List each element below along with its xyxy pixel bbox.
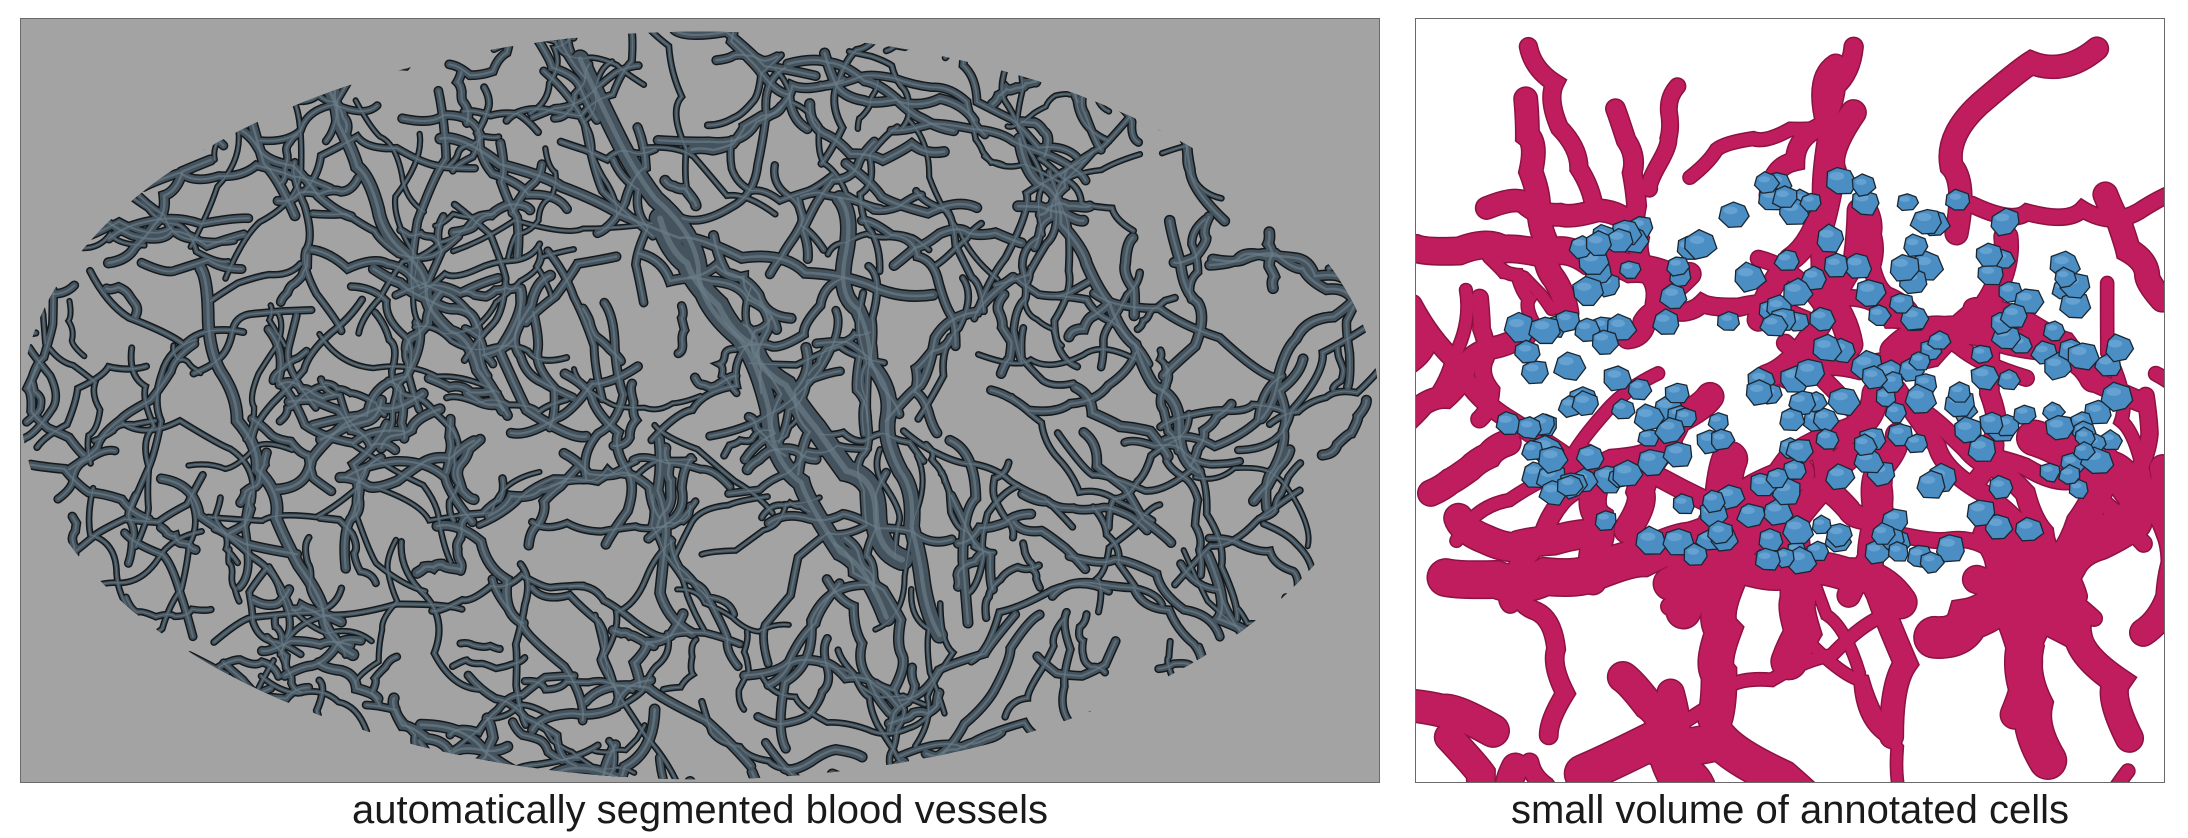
cells-render-panel: [1415, 18, 2165, 783]
annotated-cells-image: [1416, 19, 2164, 782]
cells-panel-caption: small volume of annotated cells: [1510, 788, 2070, 832]
vessel-panel-caption: automatically segmented blood vessels: [352, 788, 1048, 832]
vessel-render-panel: [20, 18, 1380, 783]
vessel-network-image: [21, 19, 1379, 782]
